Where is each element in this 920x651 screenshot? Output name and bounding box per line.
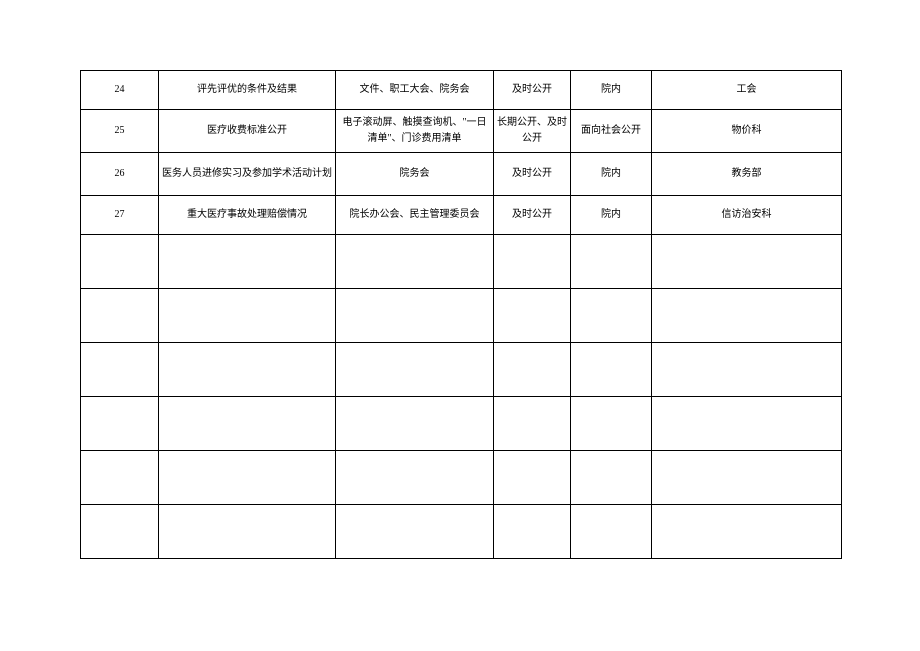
row-timing: 及时公开 xyxy=(494,153,571,196)
table-row xyxy=(81,451,842,505)
row-dept xyxy=(652,343,842,397)
row-timing: 长期公开、及时公开 xyxy=(494,110,571,153)
row-method: 文件、职工大会、院务会 xyxy=(336,71,494,110)
row-timing xyxy=(494,235,571,289)
table-row: 24 评先评优的条件及结果 文件、职工大会、院务会 及时公开 院内 工会 xyxy=(81,71,842,110)
row-content xyxy=(159,343,336,397)
row-scope: 院内 xyxy=(571,153,652,196)
row-content xyxy=(159,505,336,559)
row-method: 电子滚动屏、触摸查询机、"一日清单"、门诊费用清单 xyxy=(336,110,494,153)
row-content: 医疗收费标准公开 xyxy=(159,110,336,153)
table-row xyxy=(81,235,842,289)
row-timing xyxy=(494,451,571,505)
row-content: 评先评优的条件及结果 xyxy=(159,71,336,110)
row-id xyxy=(81,397,159,451)
disclosure-table: 24 评先评优的条件及结果 文件、职工大会、院务会 及时公开 院内 工会 25 … xyxy=(80,70,842,559)
row-scope xyxy=(571,235,652,289)
row-id: 27 xyxy=(81,196,159,235)
row-scope xyxy=(571,505,652,559)
row-timing: 及时公开 xyxy=(494,196,571,235)
row-timing xyxy=(494,505,571,559)
row-timing xyxy=(494,343,571,397)
row-id xyxy=(81,235,159,289)
row-scope: 面向社会公开 xyxy=(571,110,652,153)
row-dept: 信访治安科 xyxy=(652,196,842,235)
row-method: 院务会 xyxy=(336,153,494,196)
row-timing: 及时公开 xyxy=(494,71,571,110)
row-dept: 工会 xyxy=(652,71,842,110)
row-dept xyxy=(652,289,842,343)
row-scope xyxy=(571,289,652,343)
row-method xyxy=(336,235,494,289)
row-method xyxy=(336,343,494,397)
row-content xyxy=(159,397,336,451)
row-content xyxy=(159,289,336,343)
row-scope xyxy=(571,343,652,397)
row-method xyxy=(336,397,494,451)
row-id: 25 xyxy=(81,110,159,153)
row-dept xyxy=(652,235,842,289)
row-scope: 院内 xyxy=(571,196,652,235)
row-method xyxy=(336,505,494,559)
row-method xyxy=(336,289,494,343)
row-timing xyxy=(494,397,571,451)
row-id: 24 xyxy=(81,71,159,110)
row-method: 院长办公会、民主管理委员会 xyxy=(336,196,494,235)
row-id xyxy=(81,289,159,343)
table-row: 27 重大医疗事故处理赔偿情况 院长办公会、民主管理委员会 及时公开 院内 信访… xyxy=(81,196,842,235)
table-row: 25 医疗收费标准公开 电子滚动屏、触摸查询机、"一日清单"、门诊费用清单 长期… xyxy=(81,110,842,153)
row-dept xyxy=(652,451,842,505)
row-content: 重大医疗事故处理赔偿情况 xyxy=(159,196,336,235)
row-method xyxy=(336,451,494,505)
row-dept xyxy=(652,505,842,559)
table-row xyxy=(81,289,842,343)
row-id xyxy=(81,451,159,505)
row-timing xyxy=(494,289,571,343)
row-content: 医务人员进修实习及参加学术活动计划 xyxy=(159,153,336,196)
row-scope xyxy=(571,397,652,451)
row-scope xyxy=(571,451,652,505)
row-content xyxy=(159,235,336,289)
table-row xyxy=(81,397,842,451)
table-row xyxy=(81,505,842,559)
row-dept: 物价科 xyxy=(652,110,842,153)
table-row: 26 医务人员进修实习及参加学术活动计划 院务会 及时公开 院内 教务部 xyxy=(81,153,842,196)
row-scope: 院内 xyxy=(571,71,652,110)
row-dept: 教务部 xyxy=(652,153,842,196)
row-id xyxy=(81,505,159,559)
row-id xyxy=(81,343,159,397)
row-dept xyxy=(652,397,842,451)
row-id: 26 xyxy=(81,153,159,196)
table-row xyxy=(81,343,842,397)
row-content xyxy=(159,451,336,505)
